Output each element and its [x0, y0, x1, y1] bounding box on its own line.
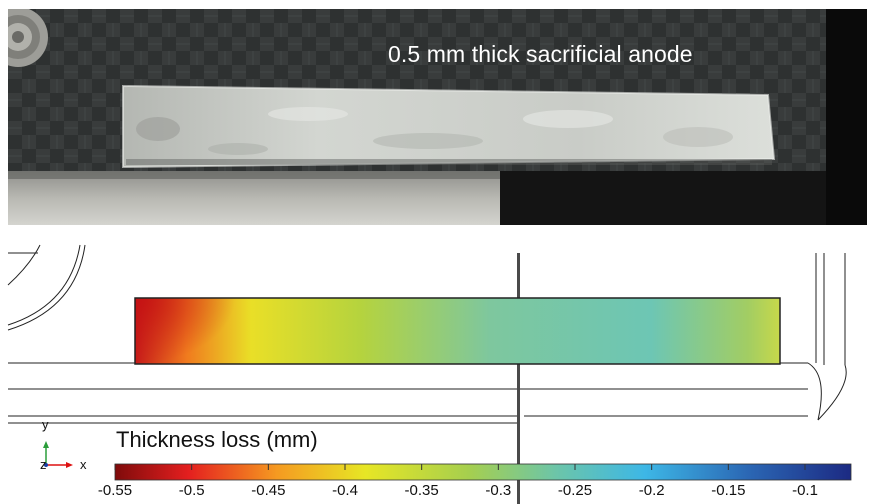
colorbar-tick-label: -0.3 — [485, 482, 512, 499]
colorbar-tick-label: -0.55 — [97, 482, 133, 499]
colorbar-tick-label: -0.15 — [711, 482, 746, 499]
divider-line — [517, 253, 520, 504]
colorbar-title: Thickness loss (mm) — [116, 427, 318, 452]
colorbar-tick-label: -0.45 — [251, 482, 286, 499]
colorbar-tick-label: -0.1 — [792, 482, 818, 499]
simulation-result — [7, 244, 852, 504]
metal-plate — [8, 171, 500, 225]
colorbar-tick-label: -0.4 — [332, 482, 358, 499]
anode-photo — [8, 9, 867, 225]
bolt-icon — [8, 9, 48, 67]
x-axis-label: x — [80, 457, 87, 472]
colorbar-tick-label: -0.25 — [557, 482, 593, 499]
colorbar-tick-label: -0.2 — [638, 482, 665, 499]
anode-strip — [122, 84, 776, 169]
y-axis-label: y — [42, 417, 49, 432]
colorbar-tick-label: -0.5 — [178, 482, 205, 499]
thickness-contour — [134, 297, 781, 365]
z-axis-label: z — [40, 457, 47, 472]
photo-caption: 0.5 mm thick sacrificial anode — [388, 41, 693, 67]
colorbar — [114, 463, 852, 481]
axis-triad-icon — [43, 441, 73, 468]
colorbar-tick-label: -0.35 — [404, 482, 439, 499]
